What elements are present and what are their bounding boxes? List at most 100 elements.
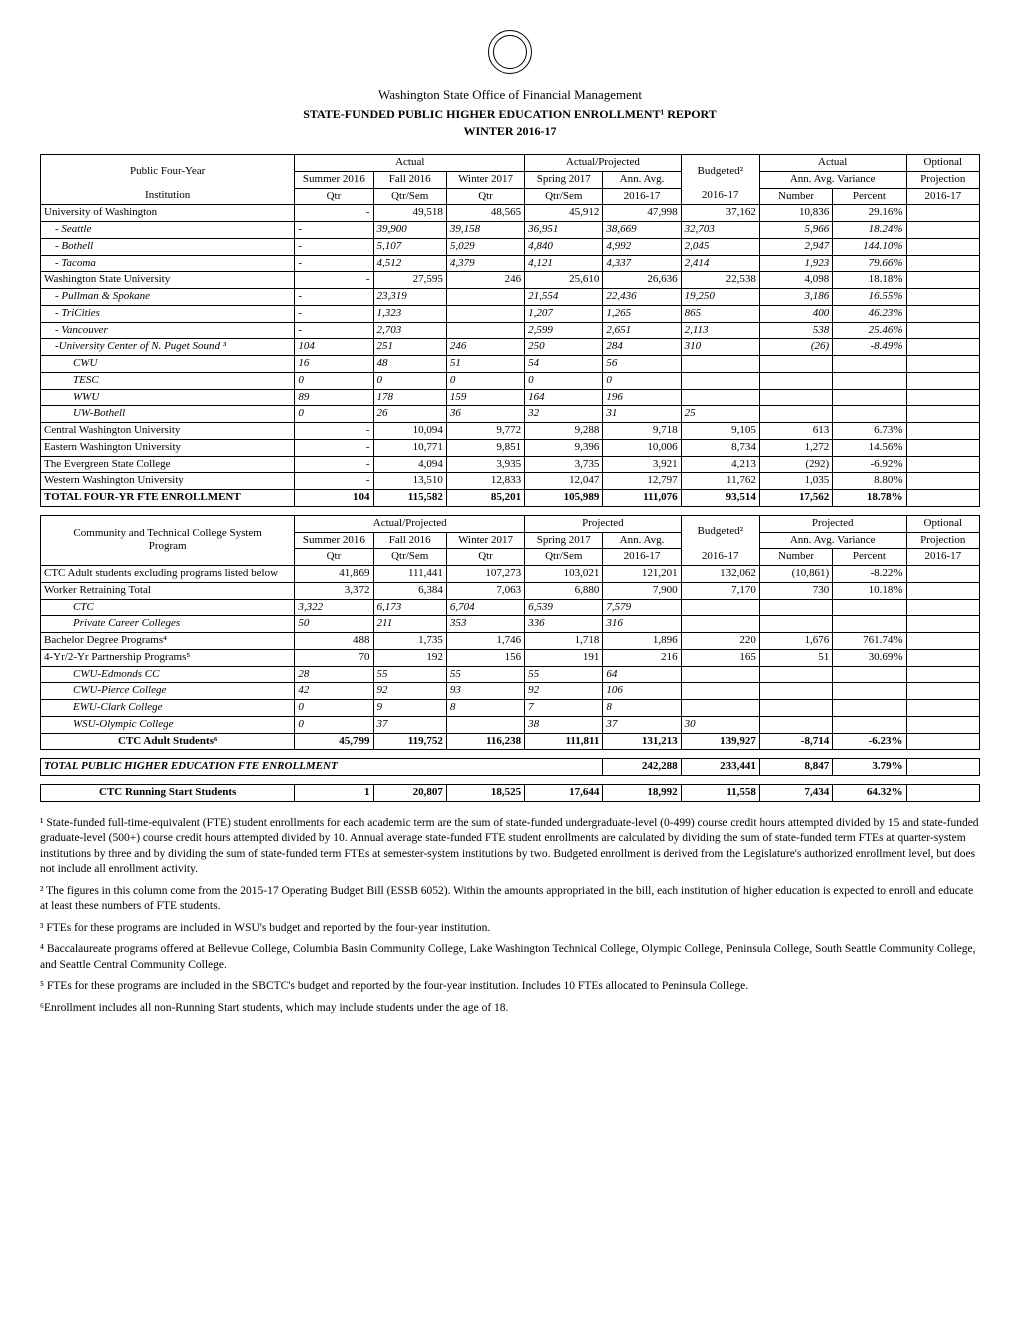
sub-qtrsem2: Qtr/Sem bbox=[525, 549, 603, 566]
cell-budget bbox=[681, 599, 759, 616]
cell-annavg: 216 bbox=[603, 649, 681, 666]
table-row: Central Washington University-10,0949,77… bbox=[41, 423, 980, 440]
cell-spring: 7 bbox=[525, 700, 603, 717]
cell-winter: 12,833 bbox=[446, 473, 524, 490]
cell-percent bbox=[833, 683, 906, 700]
cell-number: (292) bbox=[759, 456, 832, 473]
cell-winter bbox=[446, 289, 524, 306]
col-fall: Fall 2016 bbox=[373, 532, 446, 549]
col-winter: Winter 2017 bbox=[446, 532, 524, 549]
cell-fall: 48 bbox=[373, 356, 446, 373]
sub-number: Number bbox=[759, 549, 832, 566]
cell-spring: 191 bbox=[525, 649, 603, 666]
cell-proj bbox=[906, 289, 979, 306]
cell-proj bbox=[906, 423, 979, 440]
row-label: UW-Bothell bbox=[41, 406, 295, 423]
cell-fall: 4,512 bbox=[373, 255, 446, 272]
cell-annavg: 12,797 bbox=[603, 473, 681, 490]
sub-qtrsem1: Qtr/Sem bbox=[373, 549, 446, 566]
cell-annavg: 10,006 bbox=[603, 439, 681, 456]
row-label: -University Center of N. Puget Sound ³ bbox=[41, 339, 295, 356]
cell-winter: 93 bbox=[446, 683, 524, 700]
cell-fall: 178 bbox=[373, 389, 446, 406]
cell-percent bbox=[833, 406, 906, 423]
cell-number bbox=[759, 666, 832, 683]
grand-total-budget: 233,441 bbox=[681, 759, 759, 776]
cell-proj bbox=[906, 700, 979, 717]
table-row: Private Career Colleges50211353336316 bbox=[41, 616, 980, 633]
cell-budget: 2,045 bbox=[681, 238, 759, 255]
cell-fall: 211 bbox=[373, 616, 446, 633]
row-label: University of Washington bbox=[41, 205, 295, 222]
cell-fall: 2,703 bbox=[373, 322, 446, 339]
cell-spring: 6,539 bbox=[525, 599, 603, 616]
rs-spring: 17,644 bbox=[525, 785, 603, 802]
table-row: 4-Yr/2-Yr Partnership Programs⁵701921561… bbox=[41, 649, 980, 666]
cell-annavg: 9,718 bbox=[603, 423, 681, 440]
cell-winter: 6,704 bbox=[446, 599, 524, 616]
cell-number: 1,676 bbox=[759, 633, 832, 650]
cell-winter: 55 bbox=[446, 666, 524, 683]
cell-budget: 220 bbox=[681, 633, 759, 650]
cell-number bbox=[759, 356, 832, 373]
row-label: Washington State University bbox=[41, 272, 295, 289]
cell-percent bbox=[833, 616, 906, 633]
cell-winter: 5,029 bbox=[446, 238, 524, 255]
row-label: WSU-Olympic College bbox=[41, 716, 295, 733]
cell-budget bbox=[681, 356, 759, 373]
table-row: EWU-Clark College09878 bbox=[41, 700, 980, 717]
cell-summer: 3,322 bbox=[295, 599, 373, 616]
cell-summer: 488 bbox=[295, 633, 373, 650]
rs-summer: 1 bbox=[295, 785, 373, 802]
rs-fall: 20,807 bbox=[373, 785, 446, 802]
cell-summer: - bbox=[295, 289, 373, 306]
cell-percent: 18.24% bbox=[833, 222, 906, 239]
sub-header-row: Institution Qtr Qtr/Sem Qtr Qtr/Sem 2016… bbox=[41, 188, 980, 205]
cell-summer: 42 bbox=[295, 683, 373, 700]
sub-projection2: 2016-17 bbox=[906, 549, 979, 566]
table-row: TESC00000 bbox=[41, 372, 980, 389]
cell-winter bbox=[446, 716, 524, 733]
cell-winter: 4,379 bbox=[446, 255, 524, 272]
row-label: CWU bbox=[41, 356, 295, 373]
cell-spring: 250 bbox=[525, 339, 603, 356]
grand-total-number: 8,847 bbox=[759, 759, 832, 776]
col-projection: Projection bbox=[906, 171, 979, 188]
rs-budget: 11,558 bbox=[681, 785, 759, 802]
cell-annavg: 284 bbox=[603, 339, 681, 356]
cell-budget: 19,250 bbox=[681, 289, 759, 306]
cell-number: 2,947 bbox=[759, 238, 832, 255]
cell-number bbox=[759, 372, 832, 389]
cell-budget: 2,414 bbox=[681, 255, 759, 272]
cell-number: 4,098 bbox=[759, 272, 832, 289]
cell-budget: 25 bbox=[681, 406, 759, 423]
cell-annavg: 196 bbox=[603, 389, 681, 406]
grand-total-proj bbox=[906, 759, 979, 776]
cell-budget bbox=[681, 666, 759, 683]
cell-budget: 30 bbox=[681, 716, 759, 733]
cell-proj bbox=[906, 255, 979, 272]
col-projection: Projection bbox=[906, 532, 979, 549]
cell-spring: 92 bbox=[525, 683, 603, 700]
cell-annavg: 316 bbox=[603, 616, 681, 633]
rs-number: 7,434 bbox=[759, 785, 832, 802]
cell-budget: 37,162 bbox=[681, 205, 759, 222]
cell-proj bbox=[906, 716, 979, 733]
cell-fall: 13,510 bbox=[373, 473, 446, 490]
cell-annavg: 38,669 bbox=[603, 222, 681, 239]
cell-fall: 10,094 bbox=[373, 423, 446, 440]
group-actual-projected: Actual/Projected bbox=[295, 515, 525, 532]
cell-proj bbox=[906, 439, 979, 456]
cell-winter: 51 bbox=[446, 356, 524, 373]
cell-winter: 39,158 bbox=[446, 222, 524, 239]
office-name: Washington State Office of Financial Man… bbox=[40, 87, 980, 103]
cell-annavg: 121,201 bbox=[603, 566, 681, 583]
group-header-row: Community and Technical College System P… bbox=[41, 515, 980, 532]
table-row: CTC Adult students excluding programs li… bbox=[41, 566, 980, 583]
cell-spring: 54 bbox=[525, 356, 603, 373]
cell-percent: 6.73% bbox=[833, 423, 906, 440]
cell-percent: 144.10% bbox=[833, 238, 906, 255]
table-row: -University Center of N. Puget Sound ³10… bbox=[41, 339, 980, 356]
cell-budget bbox=[681, 683, 759, 700]
group-actual2: Actual bbox=[759, 155, 906, 172]
